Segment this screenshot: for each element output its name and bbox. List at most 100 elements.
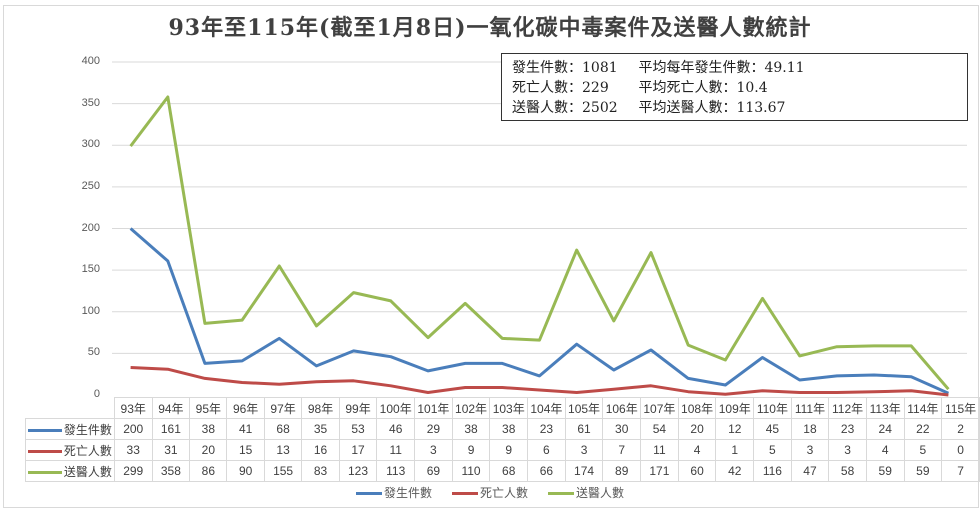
table-cell: 68 bbox=[489, 460, 529, 482]
y-tick-label: 0 bbox=[93, 388, 100, 400]
y-tick-label: 150 bbox=[81, 263, 100, 276]
table-cell: 59 bbox=[903, 460, 943, 482]
table-header-cell: 107年 bbox=[640, 397, 679, 419]
table-cell: 110 bbox=[451, 460, 491, 482]
table-cell: 171 bbox=[640, 460, 679, 482]
table-header-cell: 93年 bbox=[113, 397, 153, 419]
table-cell: 90 bbox=[226, 460, 265, 482]
legend-item: 送醫人數 bbox=[548, 484, 624, 501]
total-cases: 發生件數：1081 bbox=[512, 60, 618, 76]
summary-row-hospital: 送醫人數：2502 平均送醫人數：113.67 bbox=[512, 98, 967, 118]
chart-frame bbox=[3, 5, 979, 508]
table-header-cell: 98年 bbox=[301, 397, 340, 419]
table-cell: 5 bbox=[753, 439, 792, 461]
table-header-cell: 113年 bbox=[865, 397, 905, 419]
table-cell: 38 bbox=[189, 418, 228, 440]
table-header-cell: 108年 bbox=[677, 397, 717, 419]
table-header-cell: 104年 bbox=[527, 397, 566, 419]
table-cell: 13 bbox=[263, 439, 303, 461]
table-cell: 68 bbox=[263, 418, 303, 440]
table-row: 送醫人數 299 358 86 90 155 83 123 113 69 110 68 66 174 89 1… bbox=[25, 460, 980, 482]
table-cell: 3 bbox=[414, 439, 453, 461]
row-label-text: 送醫人數 bbox=[63, 464, 112, 479]
table-cell: 11 bbox=[640, 439, 679, 461]
table-cell: 9 bbox=[451, 439, 491, 461]
table-cell: 113 bbox=[376, 460, 416, 482]
summary-box: 發生件數：1081 平均每年發生件數：49.11 死亡人數：229 平均死亡人數… bbox=[501, 53, 968, 121]
legend: 發生件數 死亡人數 送醫人數 bbox=[0, 484, 980, 501]
table-header-cell: 103年 bbox=[489, 397, 529, 419]
row-label-text: 死亡人數 bbox=[63, 443, 112, 458]
table-cell: 3 bbox=[790, 439, 830, 461]
legend-key-icon bbox=[27, 470, 62, 474]
legend-line-icon bbox=[355, 492, 382, 496]
legend-key-icon bbox=[27, 449, 62, 453]
table-cell: 7 bbox=[602, 439, 642, 461]
table-header-cell: 99年 bbox=[338, 397, 378, 419]
table-cell: 299 bbox=[113, 460, 153, 482]
legend-label: 發生件數 bbox=[383, 486, 432, 500]
table-cell: 7 bbox=[941, 460, 980, 482]
table-cell: 24 bbox=[865, 418, 905, 440]
table-cell: 53 bbox=[338, 418, 378, 440]
table-cell: 9 bbox=[489, 439, 529, 461]
table-cell: 20 bbox=[189, 439, 228, 461]
row-label-text: 發生件數 bbox=[63, 422, 112, 437]
table-cell: 4 bbox=[865, 439, 905, 461]
table-cell: 23 bbox=[527, 418, 566, 440]
table-cell: 59 bbox=[865, 460, 905, 482]
avg-deaths: 平均死亡人數：10.4 bbox=[638, 80, 768, 96]
series-line-1 bbox=[130, 366, 949, 397]
table-header-cell: 101年 bbox=[414, 397, 453, 419]
total-deaths: 死亡人數：229 bbox=[512, 80, 609, 96]
legend-key-icon bbox=[27, 428, 62, 432]
table-cell: 58 bbox=[828, 460, 867, 482]
y-tick-label: 100 bbox=[81, 304, 100, 317]
avg-hospitalized: 平均送醫人數：113.67 bbox=[638, 100, 786, 116]
table-cell: 83 bbox=[301, 460, 340, 482]
y-tick-label: 250 bbox=[81, 179, 100, 192]
table-cell: 60 bbox=[677, 460, 717, 482]
table-cell: 66 bbox=[527, 460, 566, 482]
table-cell: 54 bbox=[640, 418, 679, 440]
table-cell: 6 bbox=[527, 439, 566, 461]
table-cell: 12 bbox=[715, 418, 755, 440]
table-cell: 123 bbox=[338, 460, 378, 482]
table-cell: 0 bbox=[941, 439, 980, 461]
table-cell: 174 bbox=[564, 460, 604, 482]
table-cell: 155 bbox=[263, 460, 303, 482]
table-header-cell: 96年 bbox=[226, 397, 265, 419]
y-tick-label: 300 bbox=[81, 138, 100, 151]
table-corner bbox=[25, 397, 115, 419]
table-cell: 2 bbox=[941, 418, 980, 440]
y-tick-label: 200 bbox=[81, 221, 100, 234]
table-header-cell: 100年 bbox=[376, 397, 416, 419]
table-cell: 4 bbox=[677, 439, 717, 461]
table-header-cell: 111年 bbox=[790, 397, 830, 419]
table-header-cell: 94年 bbox=[151, 397, 191, 419]
table-cell: 45 bbox=[753, 418, 792, 440]
series-line-2 bbox=[129, 95, 950, 391]
legend-item: 死亡人數 bbox=[451, 484, 528, 501]
table-cell: 41 bbox=[226, 418, 265, 440]
legend-line-icon bbox=[548, 492, 574, 496]
table-cell: 42 bbox=[715, 460, 755, 482]
table-cell: 3 bbox=[828, 439, 867, 461]
table-cell: 1 bbox=[715, 439, 755, 461]
table-cell: 5 bbox=[903, 439, 943, 461]
row-label: 送醫人數 bbox=[25, 460, 115, 482]
summary-row-deaths: 死亡人數：229 平均死亡人數：10.4 bbox=[512, 78, 967, 98]
table-header-cell: 102年 bbox=[451, 397, 491, 419]
table-cell: 23 bbox=[828, 418, 867, 440]
table-cell: 29 bbox=[414, 418, 453, 440]
y-tick-label: 400 bbox=[81, 55, 100, 67]
table-cell: 38 bbox=[451, 418, 491, 440]
legend-line-icon bbox=[451, 492, 478, 496]
table-cell: 16 bbox=[301, 439, 340, 461]
table-cell: 86 bbox=[189, 460, 228, 482]
legend-label: 送醫人數 bbox=[576, 486, 625, 500]
table-header-cell: 105年 bbox=[564, 397, 604, 419]
legend-label: 死亡人數 bbox=[479, 486, 528, 500]
table-cell: 35 bbox=[301, 418, 340, 440]
